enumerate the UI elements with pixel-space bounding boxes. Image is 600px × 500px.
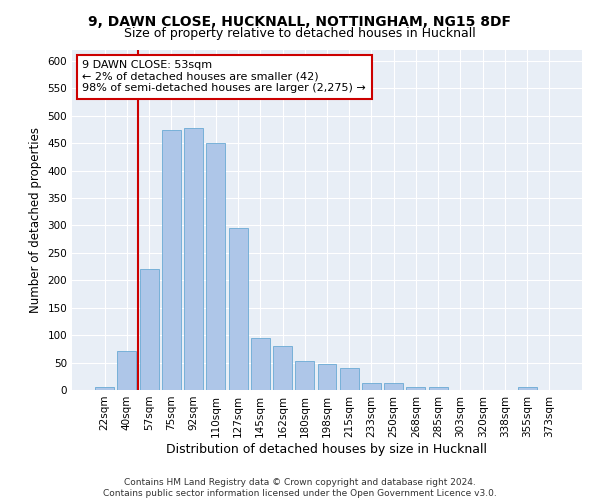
Bar [118, 350, 136, 390]
Bar [206, 143, 225, 390]
Bar [251, 338, 270, 390]
Bar [406, 388, 425, 390]
Bar [317, 364, 337, 390]
Bar [518, 388, 536, 390]
Bar [362, 383, 381, 390]
Bar [229, 228, 248, 390]
Bar [340, 368, 359, 390]
Bar [273, 346, 292, 390]
Bar [384, 384, 403, 390]
Bar [429, 388, 448, 390]
Bar [162, 130, 181, 390]
X-axis label: Distribution of detached houses by size in Hucknall: Distribution of detached houses by size … [167, 442, 487, 456]
Bar [140, 270, 158, 390]
Bar [295, 361, 314, 390]
Bar [184, 128, 203, 390]
Y-axis label: Number of detached properties: Number of detached properties [29, 127, 42, 313]
Text: Contains HM Land Registry data © Crown copyright and database right 2024.
Contai: Contains HM Land Registry data © Crown c… [103, 478, 497, 498]
Text: 9, DAWN CLOSE, HUCKNALL, NOTTINGHAM, NG15 8DF: 9, DAWN CLOSE, HUCKNALL, NOTTINGHAM, NG1… [89, 15, 511, 29]
Text: Size of property relative to detached houses in Hucknall: Size of property relative to detached ho… [124, 28, 476, 40]
Bar [95, 388, 114, 390]
Text: 9 DAWN CLOSE: 53sqm
← 2% of detached houses are smaller (42)
98% of semi-detache: 9 DAWN CLOSE: 53sqm ← 2% of detached hou… [82, 60, 366, 94]
